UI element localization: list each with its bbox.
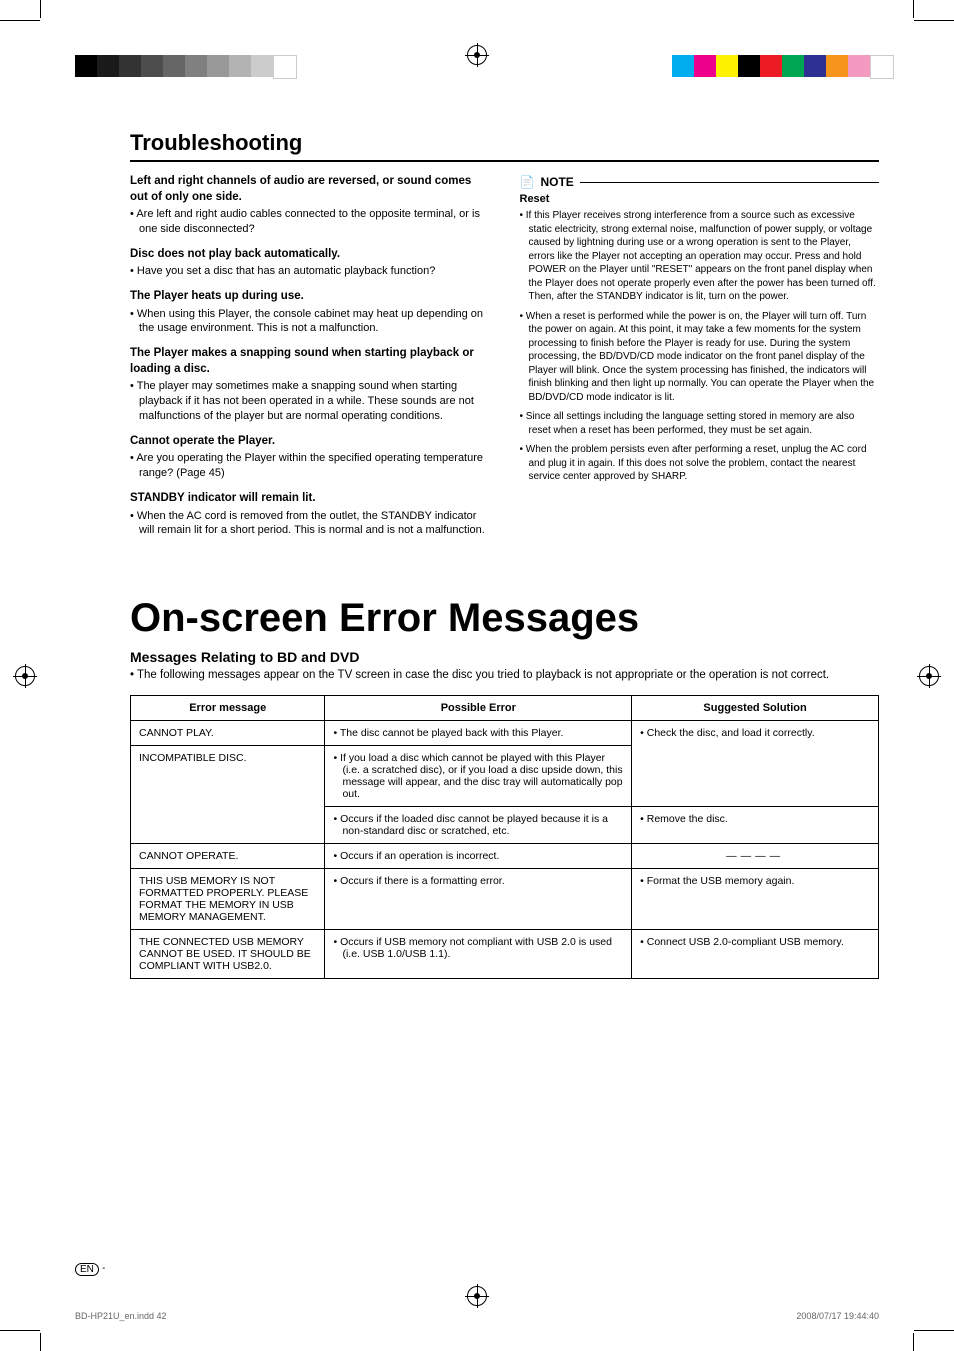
footer-timestamp: 2008/07/17 19:44:40 (796, 1311, 879, 1321)
note-rule (580, 182, 879, 183)
crop-mark (913, 1333, 914, 1351)
registration-mark-icon (467, 45, 487, 65)
note-body: If this Player receives strong interfere… (520, 209, 880, 484)
swatch (738, 55, 760, 77)
table-cell: Occurs if the loaded disc cannot be play… (325, 807, 632, 844)
crop-mark (913, 0, 914, 18)
troubleshooting-body: When using this Player, the console cabi… (130, 307, 490, 337)
swatch (760, 55, 782, 77)
table-cell: Connect USB 2.0-compliant USB memory. (632, 930, 879, 979)
crop-mark (914, 20, 954, 21)
swatch (848, 55, 870, 77)
table-cell: ———— (632, 844, 879, 869)
crop-mark (40, 0, 41, 18)
table-cell: Occurs if USB memory not compliant with … (325, 930, 632, 979)
table-cell: CANNOT PLAY. (131, 721, 325, 746)
language-badge-dash: - (102, 1263, 105, 1274)
page-content: Troubleshooting Left and right channels … (130, 130, 879, 1271)
note-bullet: When a reset is performed while the powe… (520, 310, 880, 405)
section-title: Troubleshooting (130, 130, 879, 162)
note-heading: 📄 NOTE (520, 174, 880, 190)
table-header: Suggested Solution (632, 696, 879, 721)
table-cell: CANNOT OPERATE. (131, 844, 325, 869)
table-cell: THIS USB MEMORY IS NOT FORMATTED PROPERL… (131, 869, 325, 930)
registration-mark-icon (15, 666, 35, 686)
color-swatch-bar (672, 55, 894, 77)
crop-mark (0, 20, 40, 21)
swatch (694, 55, 716, 77)
troubleshooting-columns: Left and right channels of audio are rev… (130, 174, 879, 546)
table-header: Possible Error (325, 696, 632, 721)
troubleshooting-body: Have you set a disc that has an automati… (130, 264, 490, 279)
swatch (870, 55, 894, 79)
swatch (672, 55, 694, 77)
swatch (119, 55, 141, 77)
swatch (97, 55, 119, 77)
note-bullet: If this Player receives strong interfere… (520, 209, 880, 304)
swatch (273, 55, 297, 79)
subsection-title: Messages Relating to BD and DVD (130, 649, 879, 665)
intro-text: The following messages appear on the TV … (130, 669, 879, 681)
page-footer: BD-HP21U_en.indd 42 2008/07/17 19:44:40 (75, 1311, 879, 1321)
crop-mark (914, 1330, 954, 1331)
table-cell: INCOMPATIBLE DISC. (131, 746, 325, 844)
registration-mark-icon (467, 1286, 487, 1306)
troubleshooting-heading: The Player makes a snapping sound when s… (130, 346, 490, 377)
troubleshooting-heading: Disc does not play back automatically. (130, 247, 490, 263)
registration-mark-icon (919, 666, 939, 686)
swatch (163, 55, 185, 77)
swatch (251, 55, 273, 77)
table-cell: Remove the disc. (632, 807, 879, 844)
troubleshooting-left-column: Left and right channels of audio are rev… (130, 174, 490, 546)
note-bullet: When the problem persists even after per… (520, 443, 880, 484)
grayscale-swatch-bar (75, 55, 297, 77)
troubleshooting-body: The player may sometimes make a snapping… (130, 379, 490, 424)
note-label: NOTE (540, 174, 573, 190)
swatch (804, 55, 826, 77)
footer-filename: BD-HP21U_en.indd 42 (75, 1311, 167, 1321)
note-column: 📄 NOTE Reset If this Player receives str… (520, 174, 880, 546)
troubleshooting-body: Are you operating the Player within the … (130, 451, 490, 481)
table-cell: Check the disc, and load it correctly. (632, 721, 879, 807)
swatch (716, 55, 738, 77)
table-cell: The disc cannot be played back with this… (325, 721, 632, 746)
language-badge: EN (75, 1263, 99, 1276)
note-icon: 📄 (520, 174, 535, 190)
swatch (782, 55, 804, 77)
error-messages-table: Error message Possible Error Suggested S… (130, 695, 879, 979)
swatch (229, 55, 251, 77)
crop-mark (0, 1330, 40, 1331)
note-bullet: Since all settings including the languag… (520, 410, 880, 437)
table-cell: If you load a disc which cannot be playe… (325, 746, 632, 807)
troubleshooting-heading: Cannot operate the Player. (130, 434, 490, 450)
crop-mark (40, 1333, 41, 1351)
swatch (826, 55, 848, 77)
page-title: On-screen Error Messages (130, 596, 879, 641)
troubleshooting-body: Are left and right audio cables connecte… (130, 207, 490, 237)
table-cell: THE CONNECTED USB MEMORY CANNOT BE USED.… (131, 930, 325, 979)
troubleshooting-heading: Left and right channels of audio are rev… (130, 174, 490, 205)
swatch (75, 55, 97, 77)
swatch (207, 55, 229, 77)
table-cell: Format the USB memory again. (632, 869, 879, 930)
table-header: Error message (131, 696, 325, 721)
table-cell: Occurs if an operation is incorrect. (325, 844, 632, 869)
troubleshooting-body: When the AC cord is removed from the out… (130, 509, 490, 539)
troubleshooting-heading: The Player heats up during use. (130, 289, 490, 305)
swatch (141, 55, 163, 77)
swatch (185, 55, 207, 77)
troubleshooting-heading: STANDBY indicator will remain lit. (130, 491, 490, 507)
table-cell: Occurs if there is a formatting error. (325, 869, 632, 930)
note-subheading: Reset (520, 192, 880, 207)
